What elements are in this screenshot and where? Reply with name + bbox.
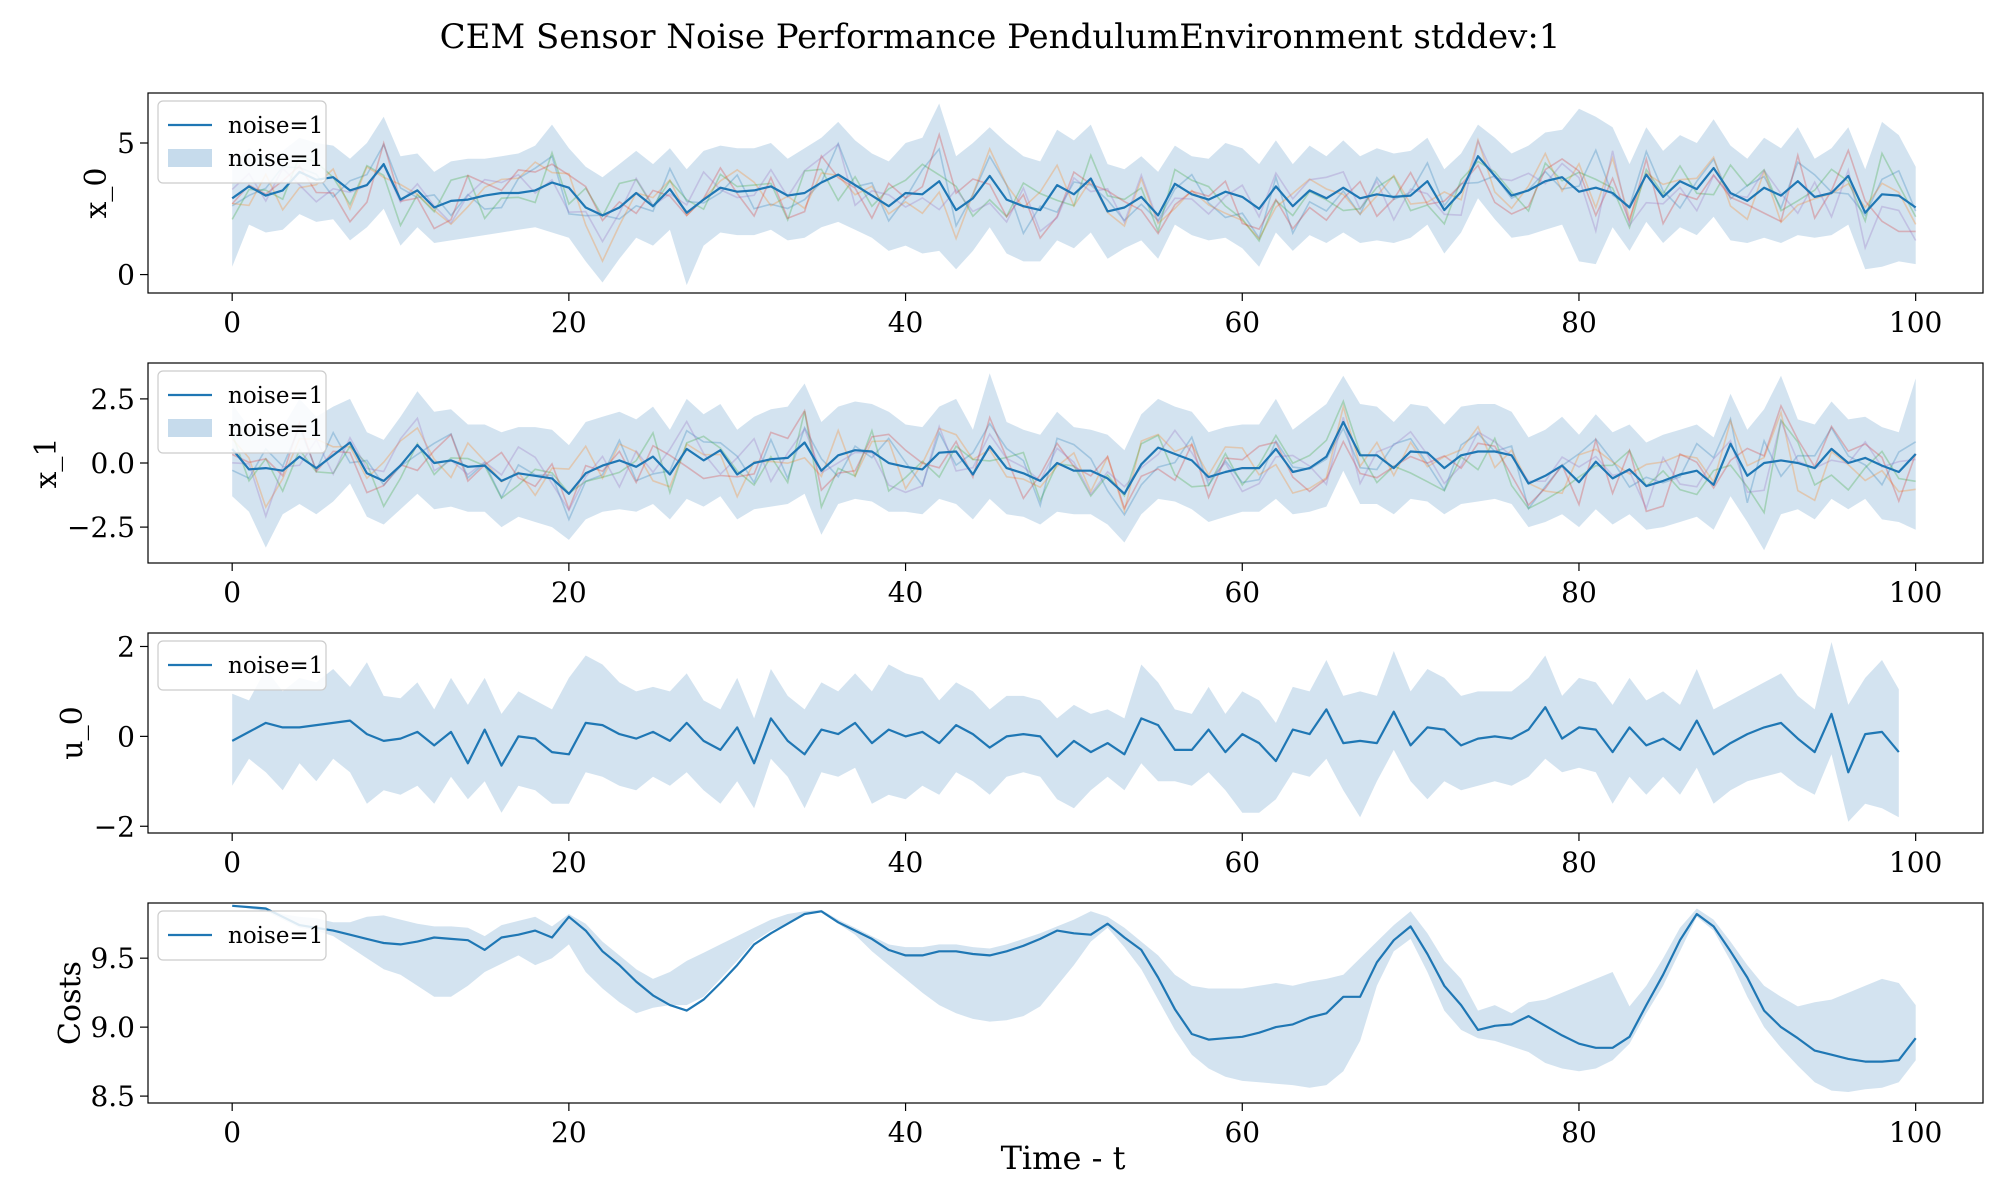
x-tick-label: 80 (1561, 846, 1597, 879)
legend: noise=1 noise=1 (157, 100, 327, 184)
x-tick-label: 20 (551, 846, 587, 879)
x-tick-label: 20 (551, 1116, 587, 1149)
y-tick-label: 9.0 (90, 1011, 135, 1044)
y-tick-label: 0 (117, 259, 135, 292)
sample-trace-2 (232, 137, 1917, 263)
mean-line (231, 706, 1900, 774)
legend: noise=1 (157, 910, 327, 961)
y-axis-label-x1: x_1 (29, 437, 64, 488)
subplot-x0: 0 20 40 60 80 100 0 5 noise=1 noise=1 (117, 92, 1984, 339)
y-axis-label-x0: x_0 (79, 167, 114, 218)
x-tick-label: 100 (1889, 1116, 1942, 1149)
legend: noise=1 noise=1 (157, 370, 327, 454)
x-axis-label-costs: Time - t (1001, 1139, 1126, 1177)
sample-trace-4 (231, 131, 1916, 240)
std-band (232, 642, 1899, 822)
legend-band-swatch (168, 149, 212, 167)
x-tick-label: 60 (1224, 306, 1260, 339)
x-tick-label: 0 (223, 306, 241, 339)
x-tick-label: 0 (223, 1116, 241, 1149)
legend-label: noise=1 (228, 416, 323, 442)
y-tick-label: 8.5 (90, 1080, 135, 1113)
x-tick-label: 100 (1889, 576, 1942, 609)
x-tick-label: 0 (223, 576, 241, 609)
sample-trace-3 (231, 399, 1916, 515)
x-tick-label: 80 (1561, 576, 1597, 609)
x-tick-label: 20 (551, 576, 587, 609)
y-axis-label-u0: u_0 (55, 706, 90, 759)
legend-label: noise=1 (228, 146, 323, 172)
mean-line (231, 420, 1917, 495)
subplot-x1: 0 20 40 60 80 100 2.5 0.0 −2.5 noise=1 noise=1 (67, 362, 1984, 609)
x-tick-label: 40 (888, 306, 924, 339)
x-tick-label: 80 (1561, 306, 1597, 339)
x-tick-label: 80 (1561, 1116, 1597, 1149)
mean-line (232, 904, 1917, 1063)
x-tick-label: 60 (1224, 576, 1260, 609)
x-tick-label: 0 (223, 846, 241, 879)
y-tick-label: 0.0 (90, 447, 135, 480)
y-tick-label: 2 (117, 630, 135, 663)
x-tick-label: 60 (1224, 1116, 1260, 1149)
legend-label: noise=1 (228, 113, 323, 139)
legend-box (157, 910, 327, 961)
mean-line (231, 155, 1917, 217)
axes-frame (147, 902, 1984, 1104)
legend: noise=1 (157, 640, 327, 691)
y-tick-label: 0 (117, 720, 135, 753)
x-tick-label: 20 (551, 306, 587, 339)
legend-band-swatch (168, 419, 212, 437)
x-tick-label: 40 (888, 846, 924, 879)
sample-trace-5 (232, 416, 1916, 519)
legend-box (157, 640, 327, 691)
x-tick-label: 40 (888, 1116, 924, 1149)
y-tick-label: −2.5 (67, 511, 135, 544)
y-tick-label: −2 (94, 810, 135, 843)
sample-trace-5 (231, 138, 1917, 251)
std-band (232, 905, 1916, 1092)
legend-label: noise=1 (228, 923, 323, 949)
figure-title: CEM Sensor Noise Performance PendulumEnv… (440, 17, 1561, 57)
axes-frame (147, 92, 1984, 294)
x-tick-label: 100 (1889, 846, 1942, 879)
sample-trace-3 (231, 150, 1917, 243)
sample-trace-1 (231, 141, 1917, 240)
y-axis-label-costs: Costs (53, 961, 88, 1045)
y-tick-label: 2.5 (90, 383, 135, 416)
std-band (232, 373, 1916, 551)
x-tick-label: 40 (888, 576, 924, 609)
y-tick-label: 5 (117, 127, 135, 160)
subplot-costs: 0 20 40 60 80 100 8.5 9.0 9.5 noise=1 (90, 902, 1984, 1149)
y-tick-label: 9.5 (90, 942, 135, 975)
sample-trace-4 (231, 403, 1917, 513)
x-tick-label: 100 (1889, 306, 1942, 339)
legend-label: noise=1 (228, 383, 323, 409)
axes-frame (147, 632, 1984, 834)
legend-label: noise=1 (228, 653, 323, 679)
x-tick-label: 60 (1224, 846, 1260, 879)
